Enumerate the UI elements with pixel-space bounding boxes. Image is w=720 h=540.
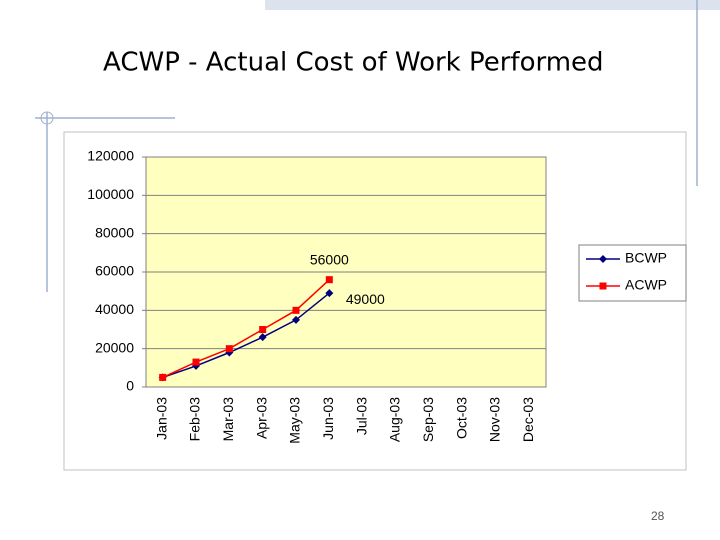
x-tick-label: Apr-03 xyxy=(253,397,269,439)
point xyxy=(258,333,267,342)
x-tick-label: Dec-03 xyxy=(520,397,536,442)
x-tick-label: Aug-03 xyxy=(387,397,403,442)
x-tick-label: Jun-03 xyxy=(320,397,336,440)
slide-title: ACWP - Actual Cost of Work Performed xyxy=(103,48,604,78)
deco-circle xyxy=(40,111,54,125)
y-tick-label: 80000 xyxy=(95,224,134,240)
x-tick-label: Mar-03 xyxy=(220,397,236,442)
x-tick-label: Nov-03 xyxy=(487,397,503,442)
y-tick-label: 120000 xyxy=(87,148,134,164)
point xyxy=(292,315,300,324)
legend-label: BCWP xyxy=(625,250,667,266)
x-tick-label: Jan-03 xyxy=(153,397,169,440)
legend-marker xyxy=(599,255,607,263)
series-line xyxy=(162,292,330,379)
point xyxy=(259,326,267,333)
page-number: 28 xyxy=(651,509,665,523)
x-tick-label: Feb-03 xyxy=(187,397,203,442)
header-band xyxy=(265,0,720,10)
data-label: 49000 xyxy=(346,291,385,307)
x-tick-label: May-03 xyxy=(287,397,303,444)
series-line xyxy=(162,279,330,379)
y-tick-label: 20000 xyxy=(95,339,134,355)
x-tick-label: Jul-03 xyxy=(353,397,369,435)
y-tick-label: 40000 xyxy=(95,301,134,317)
legend-label: ACWP xyxy=(625,277,667,293)
data-label: 56000 xyxy=(310,251,349,267)
legend xyxy=(578,244,687,302)
point xyxy=(325,289,334,298)
point xyxy=(292,306,300,314)
x-tick-label: Sep-03 xyxy=(420,397,436,442)
point xyxy=(159,373,167,381)
point xyxy=(325,276,333,284)
x-tick-label: Oct-03 xyxy=(453,397,469,439)
y-tick-label: 100000 xyxy=(87,186,134,202)
point xyxy=(192,358,200,366)
y-tick-label: 60000 xyxy=(95,263,134,279)
y-tick-label: 0 xyxy=(126,378,134,394)
legend-marker xyxy=(599,282,607,290)
point xyxy=(225,345,233,353)
